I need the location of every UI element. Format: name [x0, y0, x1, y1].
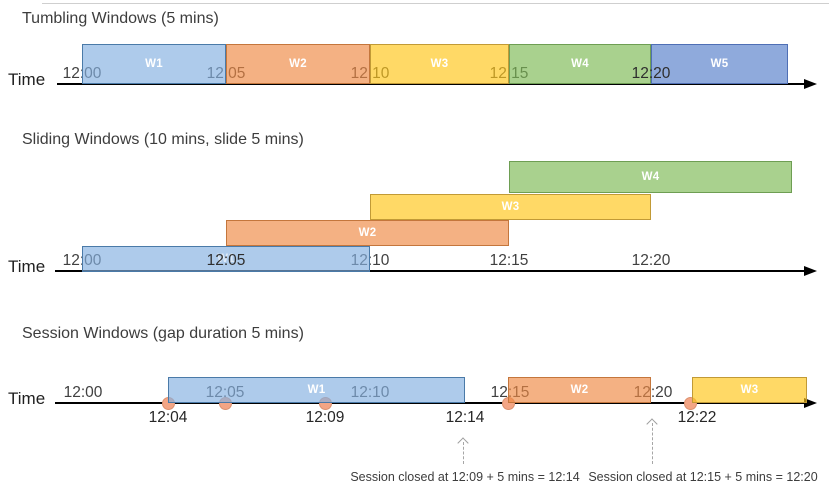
window-label-w3: W3 [501, 201, 520, 213]
window-box-w1: W1 [168, 377, 465, 403]
window-label-w3: W3 [430, 58, 449, 70]
window-label-w1: W1 [307, 384, 326, 396]
window-box-w3: W3 [370, 194, 651, 220]
session-close-note: Session closed at 12:09 + 5 mins = 12:14 [350, 470, 580, 484]
window-box-w1: W1 [82, 44, 226, 84]
time-axis-label: Time [8, 257, 46, 276]
tick-label-1205: 12:05 [206, 252, 246, 269]
arrow-up-icon [457, 437, 470, 449]
window-box-w3: W3 [692, 377, 807, 403]
session-close-arrow [457, 437, 470, 464]
session-section-title: Session Windows (gap duration 5 mins) [22, 325, 304, 342]
sliding-section-title: Sliding Windows (10 mins, slide 5 mins) [22, 131, 304, 148]
window-label-w1: W1 [145, 58, 163, 70]
axis-arrowhead-icon [804, 397, 817, 408]
axis-arrowhead-icon [804, 265, 817, 276]
tick-label-1215: 12:15 [489, 252, 529, 269]
window-box-w4: W4 [509, 161, 792, 193]
event-time-label-1204: 12:04 [148, 409, 188, 426]
window-box-w2: W2 [226, 220, 509, 246]
window-label-w4: W4 [641, 171, 660, 183]
window-box-w2: W2 [226, 44, 370, 84]
window-label-w4: W4 [571, 58, 589, 70]
event-time-label-1222: 12:22 [677, 409, 717, 426]
top-edge-line [42, 3, 829, 4]
time-axis-label: Time [8, 389, 46, 408]
window-box-w4: W4 [509, 44, 651, 84]
tick-label-1200: 12:00 [63, 384, 103, 401]
window-label-w2: W2 [570, 384, 589, 396]
axis-arrowhead-icon [804, 78, 817, 89]
window-label-w3: W3 [740, 384, 759, 396]
tumbling-section-title: Tumbling Windows (5 mins) [22, 10, 219, 27]
window-box-w2: W2 [508, 377, 651, 403]
session-close-note: Session closed at 12:15 + 5 mins = 12:20 [588, 470, 818, 484]
window-label-w2: W2 [289, 58, 307, 70]
window-label-w5: W5 [710, 58, 729, 70]
event-time-label-1214: 12:14 [445, 409, 485, 426]
tick-label-1220: 12:20 [631, 252, 671, 269]
time-axis [55, 269, 806, 273]
arrow-up-icon [646, 418, 659, 430]
window-box-w1: W1 [82, 246, 370, 272]
tick-label-1220: 12:20 [631, 65, 671, 82]
time-axis [57, 82, 806, 86]
time-axis-label: Time [8, 70, 46, 89]
window-box-w3: W3 [370, 44, 509, 84]
session-close-arrow [646, 418, 659, 464]
window-box-w5: W5 [651, 44, 788, 84]
window-label-w2: W2 [358, 227, 377, 239]
time-axis [55, 401, 806, 405]
event-time-label-1209: 12:09 [305, 409, 345, 426]
window-label-w1: W1 [217, 253, 235, 265]
